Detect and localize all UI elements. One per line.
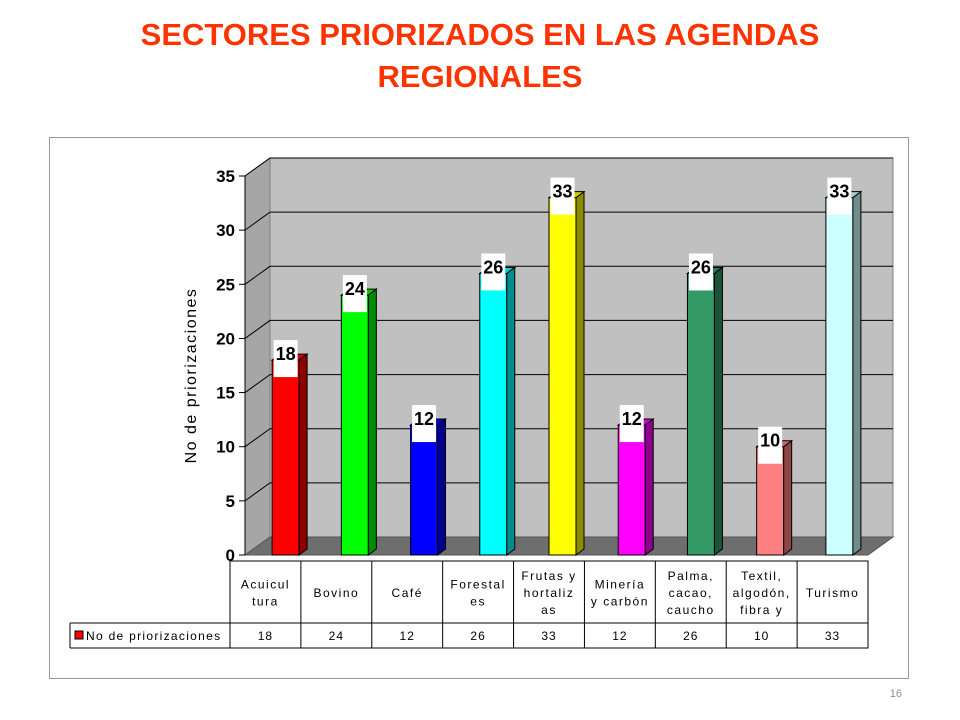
data-table-value: 12	[400, 629, 415, 643]
y-tick-label: 25	[216, 275, 235, 294]
gridline	[244, 482, 893, 502]
category-label: Minería	[595, 578, 646, 592]
chart-side-wall	[244, 157, 271, 556]
bar-front	[686, 272, 715, 556]
data-label: 33	[552, 182, 572, 202]
data-label-box	[619, 405, 644, 443]
chart-frame: 0 5 10 15 20 25 30 35 No de priorizaciones 18 24 12…	[49, 137, 909, 679]
legend-key	[74, 630, 84, 640]
data-label: 33	[829, 182, 849, 202]
bar-7: 26	[685, 253, 724, 556]
category-label: tura	[252, 595, 279, 609]
y-tick-label: 5	[226, 492, 235, 511]
category-label: cacao,	[669, 586, 713, 600]
bar-front	[825, 197, 854, 556]
gridline	[244, 374, 893, 393]
data-label-box	[550, 177, 575, 215]
data-label-box	[412, 405, 437, 443]
category-label: hortaliz	[524, 586, 575, 600]
category-label: Frutas y	[521, 569, 576, 583]
gridline	[244, 211, 893, 231]
category-label: algodón,	[733, 586, 791, 600]
bar-side	[713, 266, 723, 556]
data-table-value: 18	[258, 629, 273, 643]
category-label: Turismo	[806, 586, 859, 600]
bar-front	[271, 359, 300, 556]
y-tick-label: 0	[226, 546, 235, 565]
bar-side	[506, 266, 516, 556]
category-label: Café	[392, 586, 423, 600]
data-table-value: 33	[825, 629, 840, 643]
y-axis-title: No de priorizaciones	[183, 288, 200, 464]
bar-8: 10	[755, 426, 794, 556]
gridline	[244, 319, 893, 339]
gridline	[244, 157, 893, 177]
gridline	[244, 265, 893, 285]
data-table-value: 10	[754, 629, 769, 643]
y-tick-label: 30	[216, 221, 235, 240]
data-table-value: 33	[541, 629, 556, 643]
data-label-box	[688, 253, 713, 291]
gridline	[244, 428, 893, 448]
category-label: y carbón	[591, 595, 649, 609]
category-label: Textil,	[741, 569, 782, 583]
y-tick-label: 15	[216, 384, 235, 403]
data-label-box	[273, 340, 298, 378]
data-label-box	[481, 253, 506, 291]
data-table-value: 24	[329, 629, 344, 643]
bar-side	[367, 288, 377, 556]
y-tick-label: 35	[216, 167, 235, 186]
legend-label: No de priorizaciones	[86, 629, 221, 643]
slide-title-line2: REGIONALES	[377, 59, 583, 94]
data-label: 10	[760, 431, 780, 451]
bar-5: 33	[547, 177, 586, 556]
bar-front	[410, 424, 439, 556]
category-label: Palma,	[668, 569, 714, 583]
bar-chart: 0 5 10 15 20 25 30 35 No de priorizaciones 18 24 12…	[69, 157, 895, 649]
y-tick-label: 20	[216, 329, 235, 348]
data-table-value: 12	[612, 629, 627, 643]
bar-2: 24	[339, 275, 378, 556]
slide-title: SECTORES PRIORIZADOS EN LAS AGENDAS REGI…	[40, 14, 920, 98]
y-tick-label: 10	[216, 438, 235, 457]
data-label: 18	[276, 344, 296, 364]
bar-side	[437, 418, 447, 556]
bar-side	[852, 190, 862, 556]
category-label: caucho	[667, 603, 715, 617]
data-label: 12	[622, 409, 642, 429]
data-table-value: 26	[470, 629, 485, 643]
data-table-border	[229, 560, 869, 649]
bar-front	[548, 197, 577, 556]
category-label: Bovino	[313, 586, 359, 600]
data-table: Acuicul tura 18 Bovino 24 Café 12 Forestal es 26 F…	[69, 560, 869, 649]
data-table-value: 26	[683, 629, 698, 643]
data-label-box	[827, 177, 852, 215]
bar-3: 12	[409, 405, 448, 556]
data-label: 26	[691, 257, 711, 277]
slide-number: 16	[889, 688, 902, 700]
data-label: 24	[345, 279, 365, 299]
bar-6: 12	[616, 405, 655, 556]
bar-side	[644, 418, 654, 556]
category-label: as	[541, 603, 557, 617]
category-label: Forestal	[450, 578, 505, 592]
data-label-box	[342, 275, 367, 313]
bar-4: 26	[478, 253, 517, 556]
bar-1: 18	[270, 340, 309, 556]
data-label: 12	[414, 409, 434, 429]
bar-front	[479, 272, 508, 556]
bar-front	[340, 294, 369, 556]
bar-9: 33	[824, 177, 863, 556]
bar-front	[617, 424, 646, 556]
category-label: es	[470, 595, 486, 609]
category-label: fibra y	[740, 603, 783, 617]
data-label-box	[758, 426, 783, 464]
category-label: Acuicul	[241, 578, 290, 592]
bar-side	[575, 190, 585, 556]
bar-side	[298, 353, 308, 556]
slide-title-line1: SECTORES PRIORIZADOS EN LAS AGENDAS	[140, 17, 820, 52]
data-label: 26	[483, 257, 503, 277]
bar-side	[783, 439, 793, 556]
